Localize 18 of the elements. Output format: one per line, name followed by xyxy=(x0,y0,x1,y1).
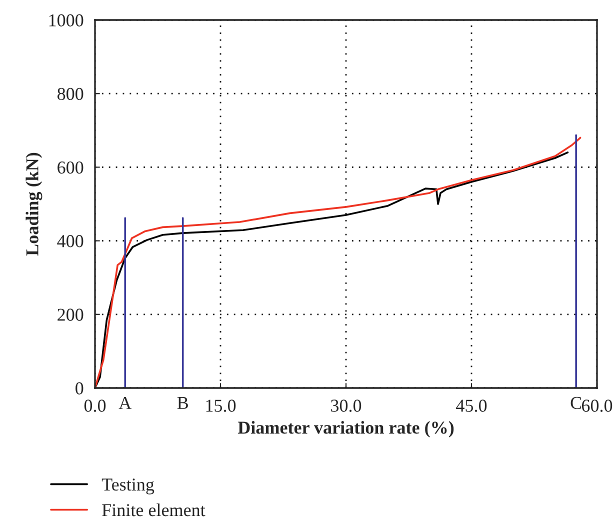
annotation: B xyxy=(177,397,188,409)
annotation: A xyxy=(118,396,132,409)
y-tick-label: 1000 xyxy=(49,14,84,26)
y-axis-title: Loading (kN) xyxy=(26,152,42,256)
x-tick-label: 30.0 xyxy=(331,400,362,412)
annotation: C xyxy=(570,396,582,410)
y-tick-label: 800 xyxy=(57,88,84,100)
legend-label: Testing xyxy=(102,478,154,494)
y-tick-label: 400 xyxy=(57,235,84,248)
x-tick-label: 45.0 xyxy=(456,400,487,412)
x-tick-label: 0.0 xyxy=(84,400,106,412)
y-tick-label: 600 xyxy=(58,161,84,174)
legend-label: Finite element xyxy=(102,504,206,516)
x-axis-title: Diameter variation rate (%) xyxy=(238,421,454,438)
x-tick-label: 15.0 xyxy=(206,400,236,412)
y-tick-label: 200 xyxy=(58,308,84,321)
x-tick-label: 60.0 xyxy=(582,400,612,412)
y-tick-label: 0 xyxy=(76,382,84,394)
